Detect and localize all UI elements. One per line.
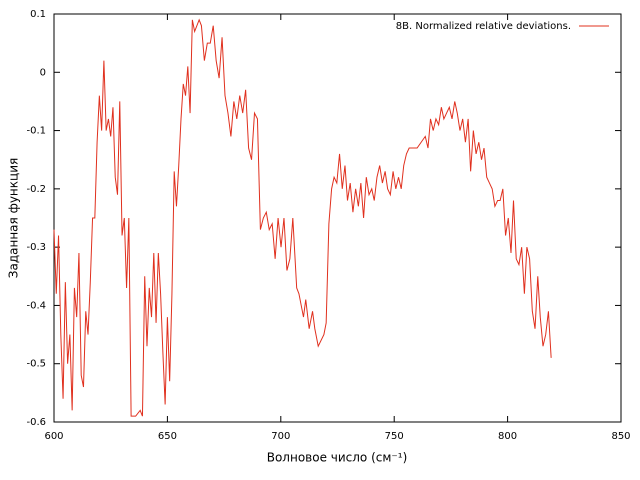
y-tick-label: -0.4 — [26, 300, 46, 311]
y-axis-label: Заданная функция — [7, 158, 21, 278]
y-tick-label: -0.5 — [26, 359, 46, 370]
y-tick-label: -0.6 — [26, 417, 46, 428]
x-tick-label: 850 — [611, 431, 630, 442]
y-tick-label: -0.1 — [26, 126, 46, 137]
y-tick-label: -0.2 — [26, 184, 46, 195]
plot-frame — [53, 13, 622, 423]
x-axis-label: Волновое число (см⁻¹) — [267, 451, 408, 465]
y-tick-label: 0.1 — [30, 9, 46, 20]
x-tick-label: 600 — [44, 431, 63, 442]
x-tick-label: 700 — [271, 431, 290, 442]
x-tick-label: 800 — [498, 431, 517, 442]
y-tick-label: -0.3 — [26, 242, 46, 253]
x-tick-label: 750 — [385, 431, 404, 442]
x-tick-label: 650 — [158, 431, 177, 442]
legend-label: 8B. Normalized relative deviations. — [396, 21, 571, 32]
data-line — [53, 18, 552, 417]
y-tick-label: 0 — [40, 67, 46, 78]
